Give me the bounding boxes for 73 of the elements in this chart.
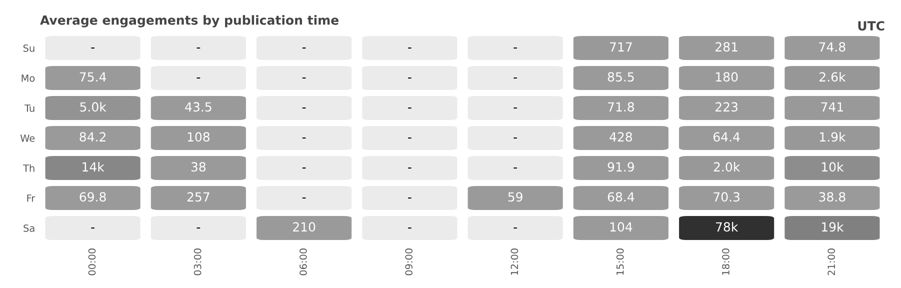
text: - bbox=[514, 78, 517, 79]
data-label: 91.9 bbox=[608, 162, 634, 172]
text: - bbox=[408, 78, 412, 79]
y-tick-label: Mo bbox=[22, 74, 35, 82]
data-label: 75.4 bbox=[80, 72, 106, 82]
x-tick-label: 06:00 bbox=[300, 248, 307, 276]
y-tick-label: We bbox=[20, 134, 35, 142]
text: - bbox=[514, 48, 517, 49]
text: - bbox=[302, 138, 306, 139]
data-label: 14k bbox=[82, 162, 104, 172]
data-label: 59 bbox=[508, 192, 522, 202]
text: - bbox=[514, 108, 517, 109]
data-label: 2.6k bbox=[820, 72, 846, 82]
text: - bbox=[408, 168, 412, 169]
text: - bbox=[408, 48, 412, 49]
text: - bbox=[408, 138, 412, 139]
text: - bbox=[408, 198, 412, 199]
text: - bbox=[514, 228, 517, 229]
text: - bbox=[91, 228, 94, 229]
text: - bbox=[302, 78, 306, 79]
x-tick-label: 21:00 bbox=[828, 248, 836, 276]
x-tick-label: 03:00 bbox=[194, 248, 202, 276]
data-label: 19k bbox=[822, 222, 844, 232]
data-label: 38 bbox=[191, 162, 206, 172]
data-label: 78k bbox=[716, 222, 738, 232]
text: - bbox=[514, 168, 517, 169]
data-label: 71.8 bbox=[608, 102, 634, 112]
data-label: 104 bbox=[610, 222, 632, 232]
text: - bbox=[91, 48, 94, 49]
text: - bbox=[514, 138, 517, 139]
data-label: 70.3 bbox=[714, 192, 740, 202]
data-label: 180 bbox=[716, 72, 738, 82]
data-label: 257 bbox=[187, 192, 210, 202]
x-tick-label: 09:00 bbox=[405, 248, 413, 276]
y-tick-label: Sa bbox=[24, 224, 34, 232]
y-tick-label: Tu bbox=[24, 104, 34, 112]
text: - bbox=[196, 78, 200, 79]
data-label: 108 bbox=[188, 132, 210, 142]
text: UTC bbox=[858, 21, 884, 31]
chart-title: Average engagements by publication time bbox=[40, 15, 338, 28]
data-label: 741 bbox=[821, 102, 843, 112]
x-tick-label: 12:00 bbox=[510, 248, 518, 275]
text: - bbox=[302, 168, 306, 169]
data-label: 68.4 bbox=[608, 192, 634, 202]
data-label: 85.5 bbox=[608, 72, 634, 82]
y-tick-label: Su bbox=[23, 44, 34, 52]
x-tick-label: 18:00 bbox=[722, 248, 730, 275]
data-label: 1.9k bbox=[820, 132, 846, 142]
text: - bbox=[302, 108, 306, 109]
data-label: 10k bbox=[822, 162, 844, 172]
data-label: 223 bbox=[716, 102, 738, 112]
data-label: 5.0k bbox=[80, 102, 106, 112]
text: - bbox=[408, 228, 412, 229]
data-label: 43.5 bbox=[185, 102, 212, 112]
data-label: 717 bbox=[610, 42, 632, 52]
data-label: 428 bbox=[610, 132, 632, 142]
text: - bbox=[196, 48, 200, 49]
text: - bbox=[302, 198, 306, 199]
data-label: 38.8 bbox=[819, 192, 846, 202]
data-label: 69.8 bbox=[80, 192, 106, 202]
data-label: 281 bbox=[716, 42, 738, 52]
y-tick-label: Fr bbox=[27, 194, 36, 202]
data-label: 84.2 bbox=[80, 132, 106, 142]
data-label: 74.8 bbox=[819, 42, 846, 52]
x-tick-label: 15:00 bbox=[616, 248, 624, 275]
text: - bbox=[408, 108, 412, 109]
data-label: 2.0k bbox=[714, 162, 740, 172]
text: - bbox=[196, 228, 200, 229]
data-label: 64.4 bbox=[714, 132, 740, 142]
text: - bbox=[302, 48, 306, 49]
data-label: 210 bbox=[293, 222, 316, 232]
y-tick-label: Th bbox=[23, 164, 34, 172]
x-tick-label: 00:00 bbox=[88, 248, 96, 276]
